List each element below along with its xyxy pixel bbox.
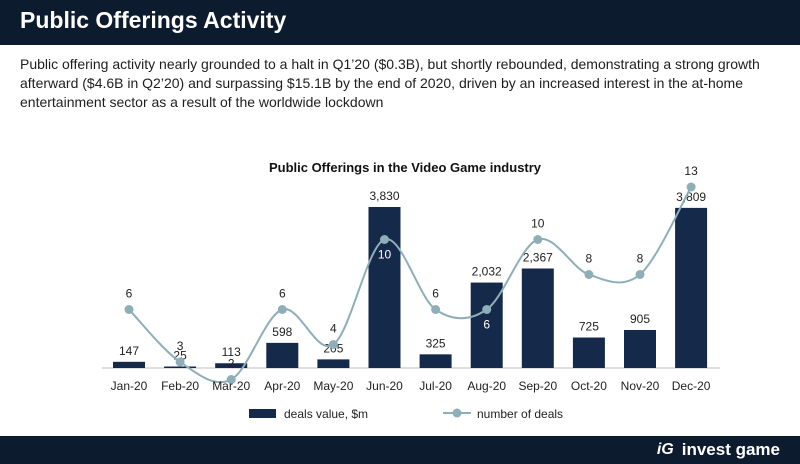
- bar-value-label: 147: [119, 344, 139, 358]
- bar-Oct-20: [572, 337, 605, 368]
- deals-count-point-Mar-20: [226, 375, 236, 384]
- bar-Sep-20: [521, 268, 554, 368]
- brand-name: invest game: [681, 440, 780, 459]
- deals-count-point-May-20: [328, 340, 338, 349]
- deals-count-label: 6: [483, 318, 490, 332]
- deals-count-point-Sep-20: [533, 235, 543, 244]
- deals-count-label: 6: [432, 287, 439, 301]
- x-tick-label: Jun-20: [366, 379, 403, 393]
- x-tick-label: Dec-20: [672, 379, 711, 393]
- bar-value-label: 598: [272, 325, 292, 339]
- bar-Jun-20: [368, 207, 401, 368]
- bar-value-label: 2,367: [523, 250, 553, 264]
- public-offerings-chart: Public Offerings in the Video Game indus…: [102, 160, 720, 421]
- deals-count-label: 4: [330, 322, 337, 336]
- intro-paragraph: Public offering activity nearly grounded…: [20, 56, 760, 110]
- bar-value-label: 725: [579, 320, 599, 334]
- legend-line-label: number of deals: [477, 407, 563, 421]
- legend-line-marker: [452, 408, 462, 418]
- deals-count-label: 8: [637, 252, 644, 266]
- deals-count-label: 8: [586, 252, 593, 266]
- bar-Jan-20: [113, 361, 145, 368]
- deals-count-point-Jul-20: [431, 305, 441, 314]
- bar-value-label: 2,032: [472, 265, 502, 279]
- brand-mark-icon: iG: [656, 441, 674, 458]
- x-tick-label: Nov-20: [621, 379, 660, 393]
- x-tick-label: Mar-20: [212, 379, 250, 393]
- bar-Apr-20: [266, 342, 299, 368]
- header-bar: Public Offerings Activity: [0, 0, 800, 45]
- legend-bar-label: deals value, $m: [284, 407, 368, 421]
- x-tick-label: Aug-20: [467, 379, 506, 393]
- deals-count-label: 3: [177, 339, 184, 353]
- x-tick-label: Feb-20: [161, 379, 199, 393]
- deals-count-point-Oct-20: [584, 270, 594, 279]
- brand-logo: iG invest game: [657, 440, 780, 460]
- bar-value-label: 905: [630, 312, 650, 326]
- x-tick-label: Jan-20: [111, 379, 148, 393]
- deals-count-point-Jun-20: [380, 235, 389, 244]
- chart-title: Public Offerings in the Video Game indus…: [269, 160, 542, 175]
- deals-count-point-Apr-20: [277, 305, 287, 314]
- deals-count-point-Feb-20: [175, 357, 185, 367]
- x-tick-label: May-20: [313, 379, 353, 393]
- x-tick-label: Sep-20: [518, 379, 557, 393]
- deals-count-point-Nov-20: [635, 270, 645, 279]
- deals-count-label: 2: [228, 357, 235, 371]
- bar-Dec-20: [675, 207, 708, 368]
- bar-value-label: 325: [426, 336, 446, 350]
- legend-bar-swatch: [249, 409, 276, 418]
- bar-Nov-20: [624, 329, 656, 368]
- bar-value-label: 3,809: [676, 190, 706, 204]
- deals-count-label: 6: [126, 287, 133, 301]
- bar-Jul-20: [419, 354, 452, 368]
- x-tick-label: Jul-20: [419, 379, 452, 393]
- deals-count-label: 10: [531, 217, 545, 231]
- deals-count-point-Dec-20: [686, 182, 696, 192]
- footer-bar: iG invest game: [0, 436, 800, 464]
- bar-Feb-20: [164, 366, 197, 368]
- deals-count-label: 10: [378, 248, 392, 262]
- bar-value-label: 113: [222, 345, 241, 359]
- bar-May-20: [317, 359, 350, 368]
- page-title: Public Offerings Activity: [20, 7, 287, 33]
- deals-count-point-Jan-20: [124, 305, 134, 314]
- deals-count-label: 6: [279, 287, 286, 301]
- deals-count-label: 13: [684, 164, 698, 178]
- deals-count-point-Aug-20: [482, 305, 492, 314]
- bar-Mar-20: [215, 363, 248, 368]
- deals-count-line: [128, 186, 692, 384]
- bar-value-label: 3,830: [369, 189, 399, 203]
- x-tick-label: Apr-20: [264, 379, 300, 393]
- x-tick-label: Oct-20: [571, 379, 607, 393]
